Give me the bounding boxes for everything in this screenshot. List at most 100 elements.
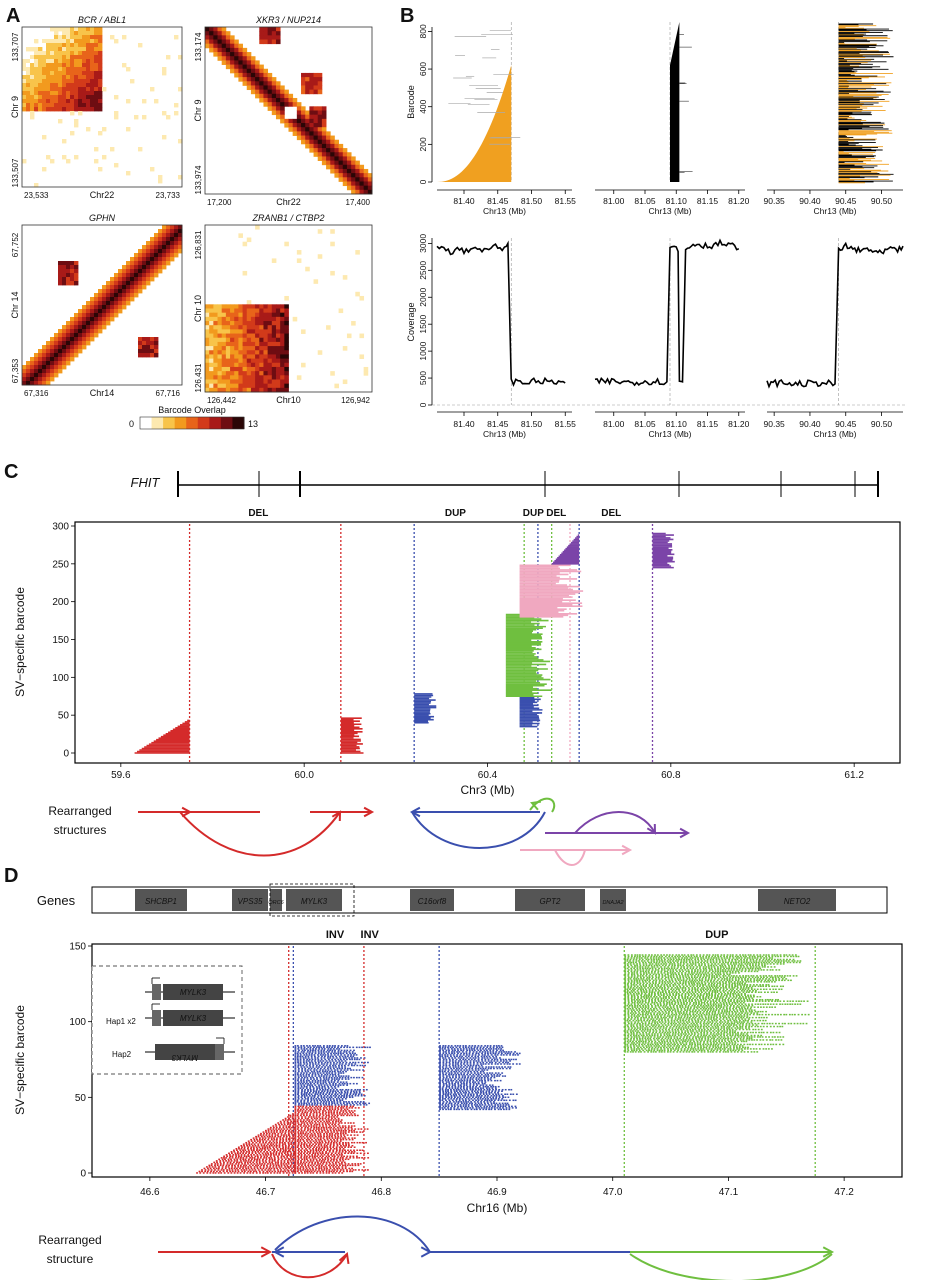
heatmap-cell xyxy=(74,75,79,80)
barcode-point xyxy=(356,1088,359,1091)
heatmap-cell xyxy=(174,241,179,246)
heatmap-cell xyxy=(138,337,143,342)
barcode-point xyxy=(329,1128,332,1130)
barcode-point xyxy=(300,1084,303,1086)
heatmap-xtick-left: 67,316 xyxy=(24,389,49,398)
barcode-point xyxy=(250,1160,253,1162)
heatmap-cell xyxy=(58,349,63,354)
barcode-point xyxy=(314,1134,317,1136)
barcode-point xyxy=(230,1172,233,1174)
barcode-point xyxy=(317,1126,320,1129)
heatmap-cell xyxy=(70,341,75,346)
barcode-point xyxy=(346,1093,349,1096)
heatmap-cell xyxy=(58,79,63,84)
ytick-label: 1000 xyxy=(418,341,428,360)
barcode-point xyxy=(222,1163,225,1165)
barcode-point xyxy=(309,1160,312,1162)
barcode-point xyxy=(257,1144,260,1147)
xtick-label: 90.35 xyxy=(764,419,786,429)
barcode-point xyxy=(273,1144,276,1147)
heatmap-cell xyxy=(363,366,369,372)
barcode-point xyxy=(326,1122,329,1124)
heatmap-cell xyxy=(334,152,339,157)
barcode-point xyxy=(334,1166,337,1168)
barcode-point xyxy=(304,1069,307,1071)
heatmap-cell xyxy=(178,229,183,234)
heatmap-cell xyxy=(46,353,51,358)
barcode-point xyxy=(308,1084,311,1086)
barcode-point xyxy=(297,1155,299,1158)
heatmap-cell xyxy=(209,333,214,339)
heatmap-cell xyxy=(50,55,55,60)
barcode-point xyxy=(325,1126,328,1129)
barcode-point xyxy=(278,1126,281,1129)
barcode-point xyxy=(326,1049,329,1052)
barcode-point xyxy=(312,1116,315,1118)
barcode-point xyxy=(356,1104,359,1106)
barcode-point xyxy=(317,1098,320,1100)
barcode-point xyxy=(275,1144,278,1147)
heatmap-cell xyxy=(74,337,79,342)
heatmap-cell xyxy=(209,379,214,385)
barcode-point xyxy=(327,1055,330,1058)
barcode-point xyxy=(272,1166,275,1168)
barcode-point xyxy=(315,1131,318,1133)
heatmap-cell xyxy=(50,87,55,92)
barcode-point xyxy=(318,1048,321,1050)
heatmap-cell xyxy=(242,329,248,334)
heatmap-cell xyxy=(34,75,39,80)
barcode-point xyxy=(335,1163,337,1165)
barcode-point xyxy=(319,1134,322,1136)
barcode-point xyxy=(325,1166,328,1168)
heatmap-cell xyxy=(174,253,179,258)
heatmap-cell xyxy=(62,59,67,64)
barcode-point xyxy=(294,1155,297,1158)
barcode-point xyxy=(280,1166,283,1168)
barcode-point xyxy=(285,1137,288,1139)
heatmap-cell xyxy=(250,375,256,380)
barcode-point xyxy=(313,1101,316,1103)
barcode-point xyxy=(315,1151,318,1153)
heatmap-cell xyxy=(213,312,218,318)
barcode-point xyxy=(322,1091,325,1094)
barcode-point xyxy=(304,1107,307,1109)
heatmap-cell xyxy=(118,289,123,294)
heatmap-cell xyxy=(46,345,51,350)
barcode-point xyxy=(262,1140,265,1142)
barcode-point xyxy=(319,1170,322,1173)
heatmap-cell xyxy=(54,71,59,76)
gene-name: VPS35 xyxy=(238,897,263,906)
heatmap-cell xyxy=(30,373,35,378)
barcode-point xyxy=(316,1067,319,1070)
heatmap-cell xyxy=(234,312,239,318)
barcode-point xyxy=(253,1158,256,1161)
barcode-point xyxy=(458,1108,461,1111)
barcode-point xyxy=(250,1158,253,1161)
heatmap-cell xyxy=(158,269,163,274)
heatmap-cell xyxy=(234,371,239,376)
barcode-point xyxy=(323,1132,325,1135)
barcode-point xyxy=(340,1110,342,1112)
barcode-point xyxy=(247,1170,250,1173)
heatmap-cell xyxy=(259,39,264,45)
barcode-point xyxy=(270,1129,273,1132)
barcode-point xyxy=(321,1164,323,1167)
barcode-point xyxy=(315,1114,318,1117)
barcode-point xyxy=(325,1104,328,1106)
barcode-point xyxy=(365,1104,368,1106)
heatmap-cell xyxy=(74,329,79,334)
heatmap-cell xyxy=(54,337,59,342)
barcode-point xyxy=(304,1055,307,1058)
barcode-point xyxy=(336,1088,338,1091)
heatmap-cell xyxy=(42,349,47,354)
heatmap-cell xyxy=(102,309,107,314)
barcode-point xyxy=(358,1090,361,1092)
barcode-point xyxy=(310,1110,313,1112)
barcode-point xyxy=(277,1163,279,1165)
barcode-point xyxy=(351,1131,353,1133)
barcode-point xyxy=(274,1170,277,1173)
heatmap-cell xyxy=(238,47,243,53)
barcode-point xyxy=(339,1101,342,1103)
barcode-point xyxy=(316,1087,319,1089)
barcode-point xyxy=(323,1135,326,1138)
